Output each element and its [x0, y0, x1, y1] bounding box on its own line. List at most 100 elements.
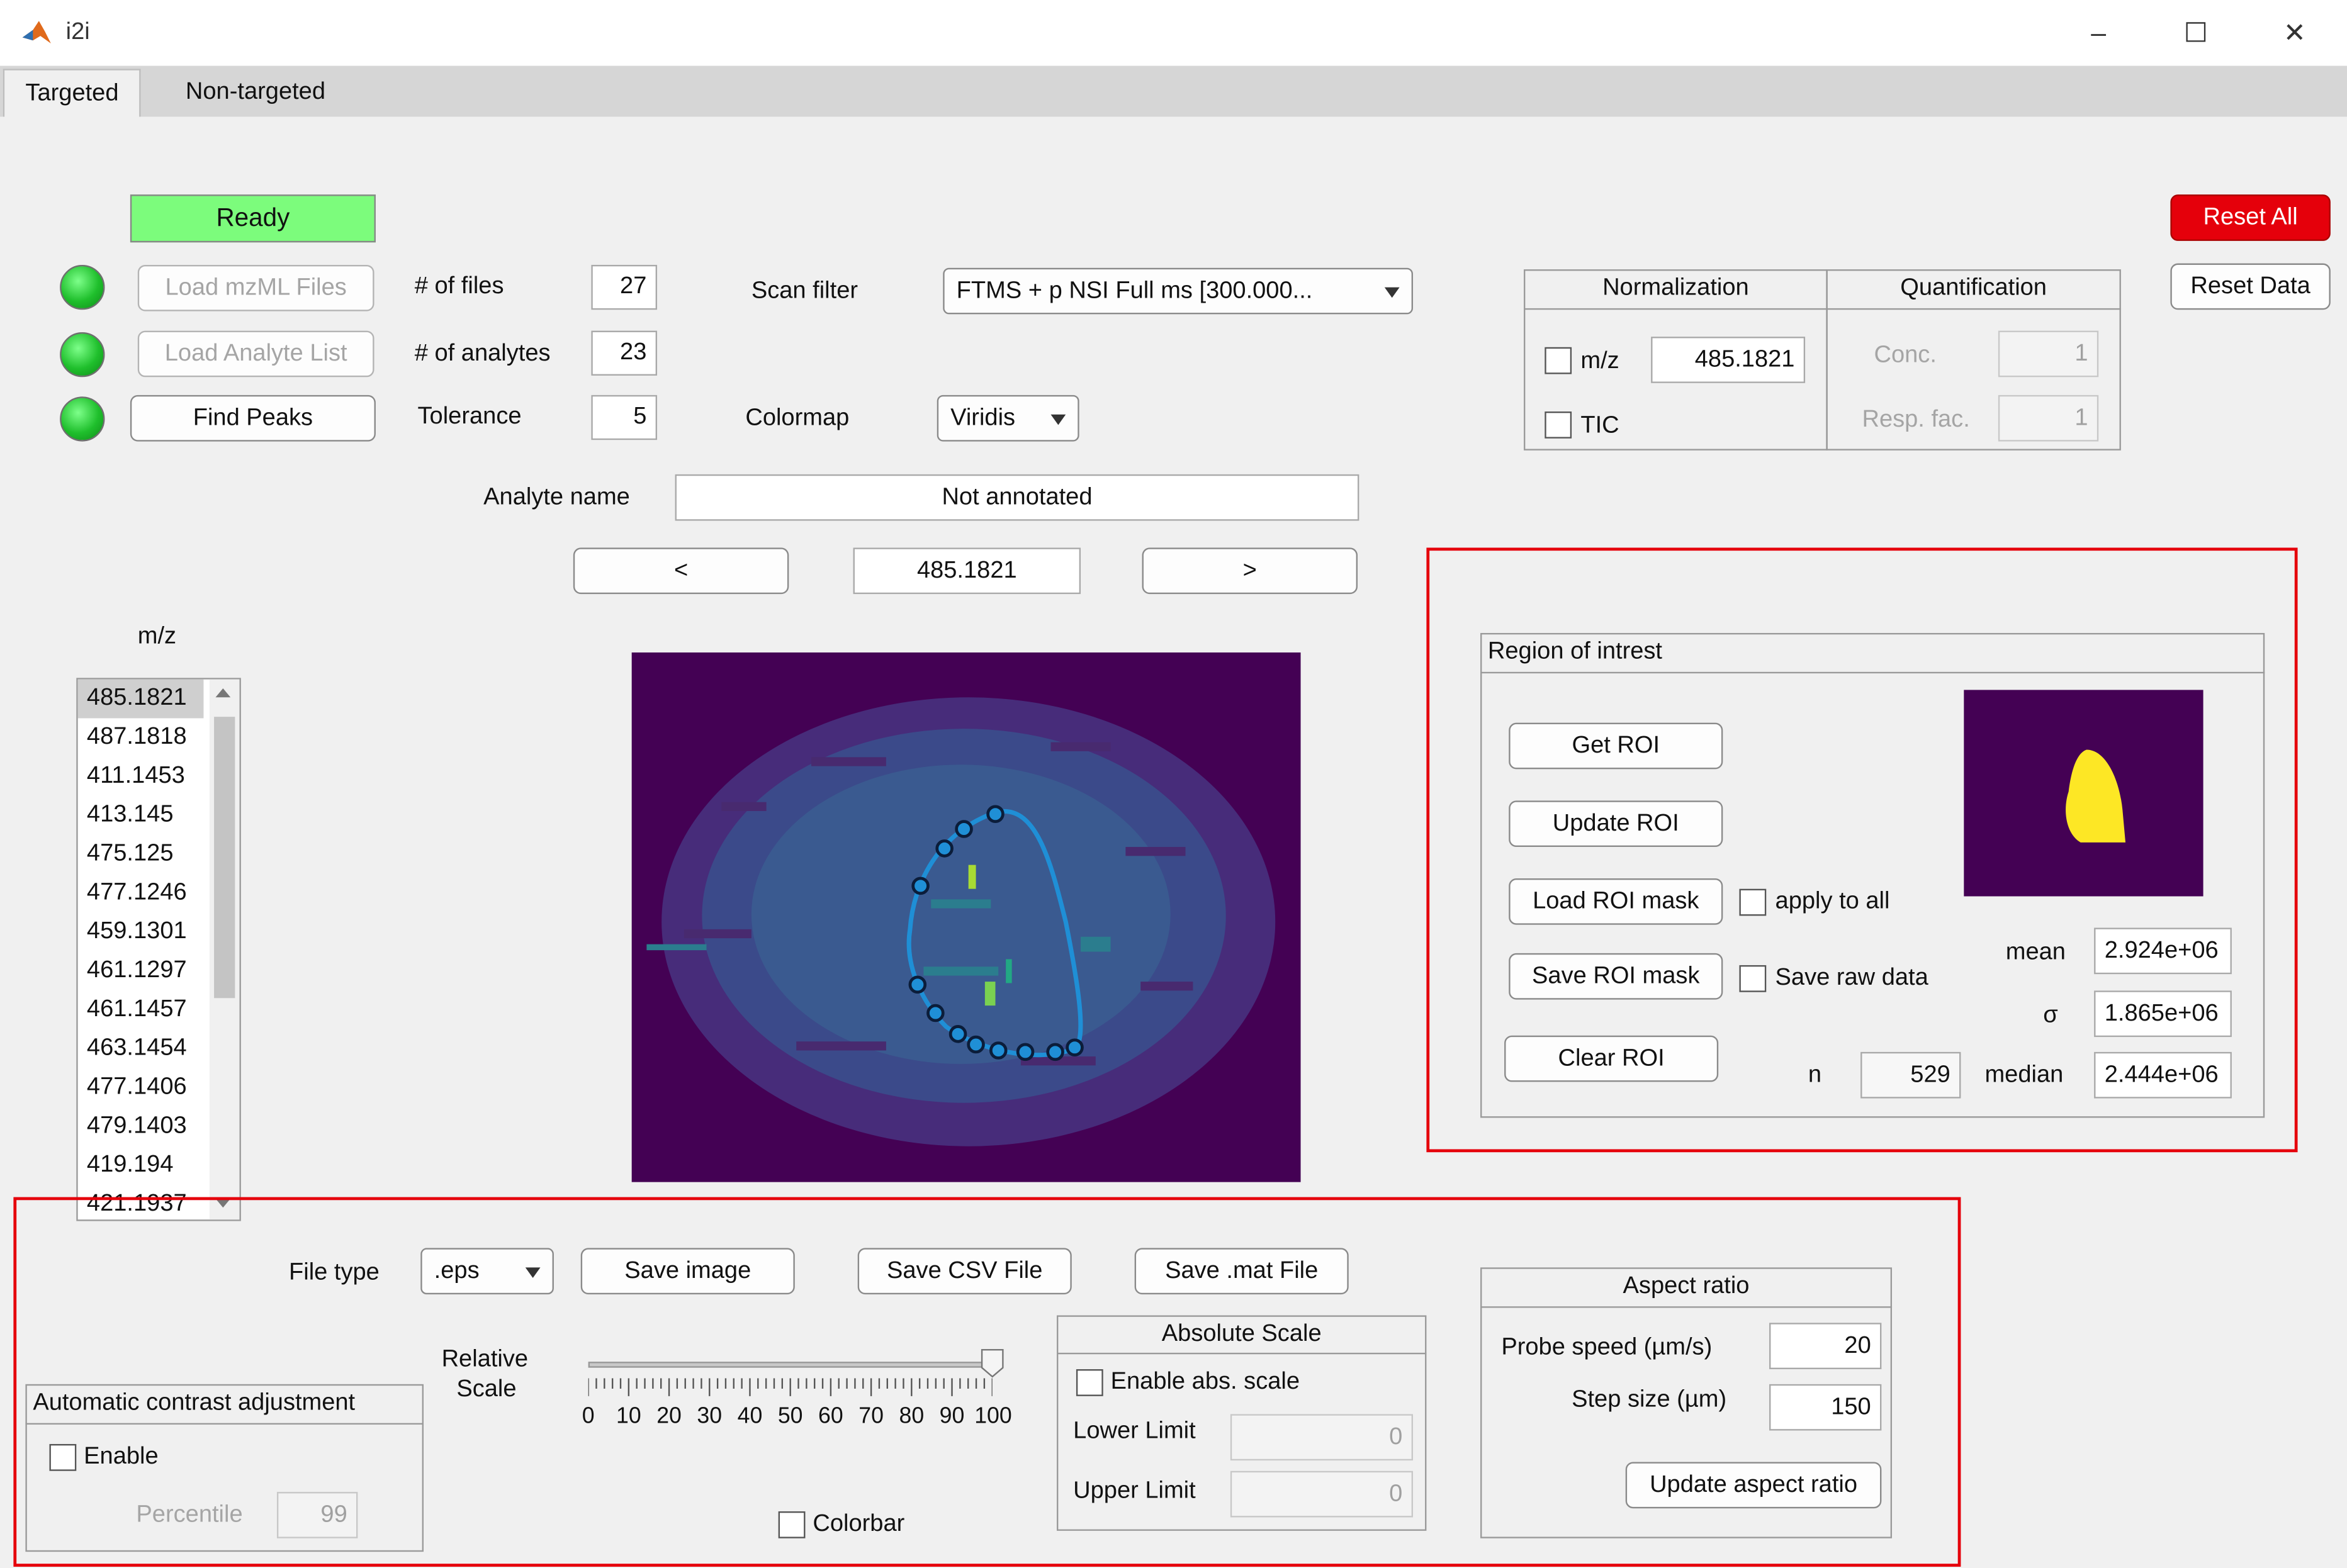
update-roi-button[interactable]: Update ROI: [1509, 800, 1723, 848]
roi-title-divider: [1480, 671, 2265, 674]
conc-label: Conc.: [1874, 342, 1937, 369]
list-item[interactable]: 413.145: [86, 802, 174, 828]
get-roi-button[interactable]: Get ROI: [1509, 722, 1723, 770]
save-roi-mask-button[interactable]: Save ROI mask: [1509, 953, 1723, 1000]
analytes-count-field[interactable]: 23: [591, 330, 658, 376]
absolute-scale-enable-checkbox[interactable]: [1076, 1369, 1103, 1396]
relative-scale-thumb[interactable]: [981, 1348, 1005, 1379]
scan-filter-dropdown[interactable]: FTMS + p NSI Full ms [300.000...: [943, 267, 1414, 315]
sigma-label: σ: [2043, 1002, 2058, 1028]
scrollbar-track[interactable]: [209, 679, 240, 1220]
files-label: # of files: [414, 274, 504, 300]
absolute-scale-title: Absolute Scale: [1161, 1321, 1322, 1347]
scroll-down-icon[interactable]: [215, 1198, 231, 1208]
contrast-title-divider: [25, 1423, 424, 1425]
mz-listbox[interactable]: 485.1821 487.1818 411.1453 413.145 475.1…: [76, 678, 241, 1221]
normalize-tic-checkbox[interactable]: [1545, 412, 1572, 439]
scan-filter-value: FTMS + p NSI Full ms [300.000...: [956, 277, 1313, 303]
colormap-value: Viridis: [950, 405, 1016, 430]
minimize-button[interactable]: –: [2091, 18, 2107, 48]
list-item[interactable]: 475.125: [86, 841, 174, 866]
list-item[interactable]: 487.1818: [86, 724, 187, 750]
save-csv-button[interactable]: Save CSV File: [857, 1248, 1072, 1295]
scrollbar-thumb[interactable]: [214, 717, 235, 999]
upper-limit-field[interactable]: 0: [1230, 1470, 1414, 1518]
tolerance-field[interactable]: 5: [591, 395, 658, 440]
file-type-value: .eps: [434, 1257, 480, 1284]
next-analyte-button[interactable]: >: [1142, 547, 1358, 595]
tab-targeted[interactable]: Targeted: [3, 69, 142, 117]
load-analyte-list-button[interactable]: Load Analyte List: [137, 330, 374, 378]
probe-speed-field[interactable]: 20: [1769, 1323, 1882, 1370]
files-count-field[interactable]: 27: [591, 264, 658, 310]
tab-non-targeted[interactable]: Non-targeted: [185, 79, 325, 105]
colormap-dropdown[interactable]: Viridis: [937, 395, 1079, 442]
list-item[interactable]: 411.1453: [86, 763, 185, 789]
list-item[interactable]: 461.1297: [86, 958, 187, 983]
list-item[interactable]: 461.1457: [86, 996, 187, 1022]
load-roi-mask-button[interactable]: Load ROI mask: [1509, 878, 1723, 925]
lower-limit-field[interactable]: 0: [1230, 1414, 1414, 1461]
sigma-field[interactable]: 1.865e+06: [2094, 990, 2232, 1038]
contrast-title: Automatic contrast adjustment: [33, 1390, 356, 1416]
slider-tick-label: 90: [939, 1403, 965, 1430]
probe-speed-label: Probe speed (µm/s): [1501, 1335, 1713, 1360]
percentile-field[interactable]: 99: [276, 1492, 358, 1538]
aspect-ratio-panel: [1480, 1267, 1893, 1538]
list-item[interactable]: 463.1454: [86, 1035, 187, 1061]
contrast-enable-checkbox[interactable]: [49, 1443, 77, 1471]
save-image-button[interactable]: Save image: [580, 1248, 795, 1295]
relative-scale-track[interactable]: [588, 1362, 993, 1368]
mean-field[interactable]: 2.924e+06: [2094, 927, 2232, 975]
step-size-field[interactable]: 150: [1769, 1384, 1882, 1431]
list-item[interactable]: 419.194: [86, 1152, 174, 1178]
colorbar-checkbox[interactable]: [778, 1511, 806, 1538]
tolerance-label: Tolerance: [417, 404, 522, 430]
contrast-enable-label: Enable: [84, 1443, 159, 1470]
resp-factor-field[interactable]: 1: [1998, 395, 2099, 442]
file-type-dropdown[interactable]: .eps: [420, 1248, 554, 1295]
matlab-logo-icon: [19, 16, 53, 50]
normalize-tic-label: TIC: [1580, 413, 1619, 439]
maximize-button[interactable]: ☐: [2183, 18, 2208, 48]
normalize-mz-checkbox[interactable]: [1545, 347, 1572, 374]
title-bar: [0, 0, 2347, 66]
update-aspect-ratio-button[interactable]: Update aspect ratio: [1625, 1462, 1882, 1509]
ion-image[interactable]: [631, 652, 1301, 1182]
conc-field[interactable]: 1: [1998, 330, 2099, 378]
median-field[interactable]: 2.444e+06: [2094, 1051, 2232, 1099]
list-item[interactable]: 459.1301: [86, 919, 187, 944]
quantification-panel: [1826, 269, 2121, 451]
n-field[interactable]: 529: [1860, 1051, 1961, 1099]
save-raw-data-checkbox[interactable]: [1739, 965, 1767, 992]
chevron-down-icon: [525, 1267, 541, 1277]
list-item[interactable]: 477.1406: [86, 1074, 187, 1100]
load-mzml-button[interactable]: Load mzML Files: [137, 264, 374, 311]
close-button[interactable]: ✕: [2283, 18, 2306, 48]
roi-title: Region of intrest: [1487, 639, 1663, 664]
list-item[interactable]: 421.1937: [86, 1191, 187, 1217]
list-item[interactable]: 485.1821: [77, 679, 204, 719]
find-peaks-button[interactable]: Find Peaks: [130, 395, 376, 442]
previous-analyte-button[interactable]: <: [573, 547, 789, 595]
aspect-ratio-divider: [1480, 1306, 1893, 1308]
roi-panel: [1480, 632, 2265, 1118]
normalize-mz-field[interactable]: 485.1821: [1651, 337, 1806, 383]
slider-tick-label: 0: [582, 1403, 595, 1430]
panel-divider: [1523, 308, 2121, 310]
clear-roi-button[interactable]: Clear ROI: [1504, 1035, 1719, 1082]
roi-highlight-box: [1426, 547, 2298, 1153]
reset-all-button[interactable]: Reset All: [2170, 194, 2331, 241]
slider-tick-label: 40: [737, 1403, 763, 1430]
mean-label: mean: [2005, 939, 2066, 965]
scroll-up-icon[interactable]: [215, 688, 231, 698]
save-mat-button[interactable]: Save .mat File: [1134, 1248, 1349, 1295]
analyte-name-field[interactable]: Not annotated: [675, 474, 1359, 521]
current-mz-field[interactable]: 485.1821: [853, 547, 1081, 595]
apply-to-all-label: apply to all: [1775, 888, 1890, 915]
list-item[interactable]: 479.1403: [86, 1113, 187, 1139]
reset-data-button[interactable]: Reset Data: [2170, 263, 2331, 310]
list-item[interactable]: 477.1246: [86, 880, 187, 905]
apply-to-all-checkbox[interactable]: [1739, 888, 1767, 916]
slider-tick-label: 80: [899, 1403, 925, 1430]
